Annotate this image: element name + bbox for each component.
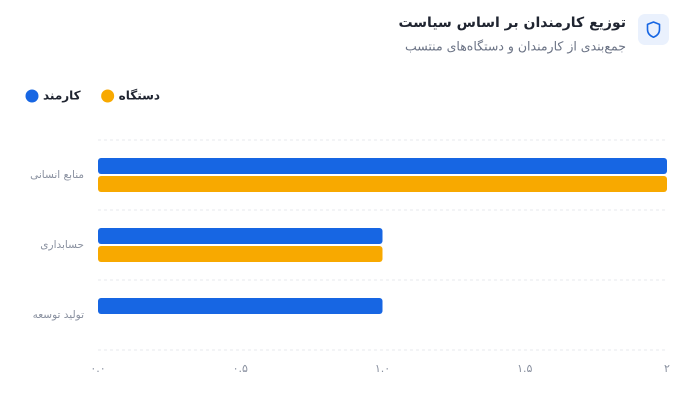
legend-label: کارمند <box>43 89 81 103</box>
bar <box>98 158 667 174</box>
legend-marker <box>25 89 39 103</box>
shield-icon <box>646 21 661 38</box>
legend-label: دستگاه <box>119 89 160 103</box>
x-tick-label: ۱.۰ <box>375 362 390 375</box>
chart-subtitle: جمع‌بندی از کارمندان و دستگاه‌های منتسب <box>405 39 626 55</box>
x-tick-label: ۱.۵ <box>517 362 532 375</box>
header-icon <box>638 14 669 45</box>
y-tick-label: منابع انسانی <box>30 169 84 181</box>
x-tick-label: ۰.۵ <box>233 362 248 375</box>
bar <box>98 176 667 192</box>
bar <box>98 228 383 244</box>
legend-marker <box>101 89 115 103</box>
x-tick-label: ۲ <box>664 362 670 375</box>
y-tick-label: تولید توسعه <box>33 309 84 321</box>
y-tick-label: حسابداری <box>40 239 84 251</box>
chart-title: توزیع کارمندان بر اساس سیاست <box>398 15 626 31</box>
bar <box>98 246 383 262</box>
bar <box>98 298 383 314</box>
x-tick-label: ۰.۰ <box>90 362 105 375</box>
